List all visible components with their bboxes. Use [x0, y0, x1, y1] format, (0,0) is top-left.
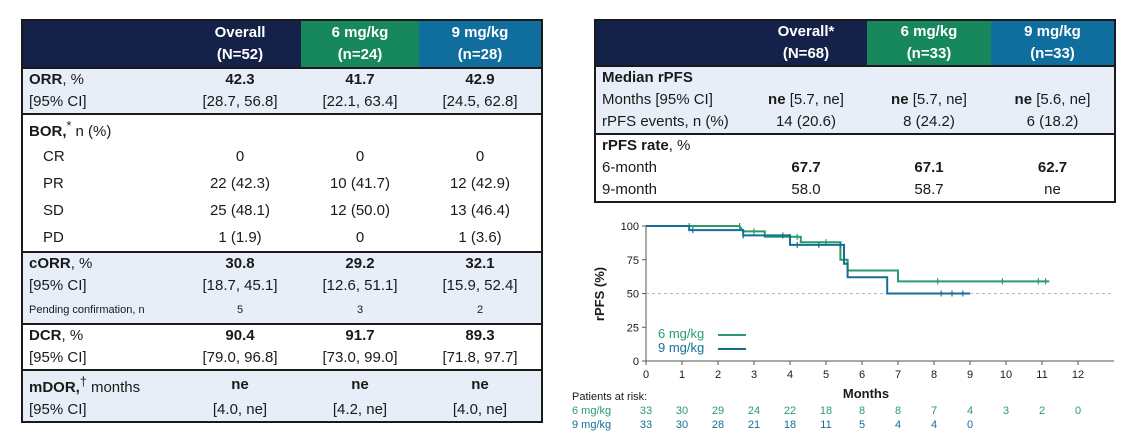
risk-table-label: Patients at risk:: [572, 391, 647, 403]
risk-count: 21: [748, 419, 760, 431]
legend-label-9mg: 9 mg/kg: [658, 340, 704, 355]
risk-count: 0: [967, 419, 973, 431]
risk-count: 0: [1075, 405, 1081, 417]
risk-count: 2: [1039, 405, 1045, 417]
months-row: Months [95% CI] ne [5.7, ne] ne [5.7, ne…: [595, 89, 1115, 111]
m6-row: 6-month 67.7 67.1 62.7: [602, 159, 1068, 176]
y-tick-label: 0: [633, 356, 639, 368]
mdor-ci-row: [95% CI] [4.0, ne] [4.2, ne] [4.0, ne]: [22, 399, 542, 422]
risk-count: 30: [676, 405, 688, 417]
x-tick-label: 8: [931, 369, 937, 381]
km-curve-9mg: [646, 225, 970, 295]
risk-count: 4: [967, 405, 973, 417]
risk-count: 8: [895, 405, 901, 417]
legend-label-6mg: 6 mg/kg: [658, 326, 704, 341]
y-tick-label: 100: [621, 221, 639, 233]
y-ticks: 0 25 50 75 100: [621, 221, 646, 368]
risk-count: 29: [712, 405, 724, 417]
dcr-row: DCR, % 90.4 91.7 89.3: [22, 323, 542, 347]
corr-row: cORR, % 30.8 29.2 32.1: [22, 251, 542, 275]
x-ticks: 0 1 2 3 4 5 6 7 8 9 10 11 12: [643, 361, 1084, 381]
x-tick-label: 6: [859, 369, 865, 381]
col-header-9mg: 9 mg/kg (n=33): [991, 20, 1115, 66]
x-axis-label: Months: [843, 386, 889, 401]
response-table: Overall (N=52) 6 mg/kg (n=24) 9 mg/kg (n=28…: [21, 19, 543, 423]
col-header-6mg: 6 mg/kg (n=33): [867, 20, 991, 66]
x-tick-label: 3: [751, 369, 757, 381]
x-tick-label: 10: [1000, 369, 1012, 381]
risk-row-label-9mg: 9 mg/kg: [572, 419, 611, 431]
x-tick-label: 2: [715, 369, 721, 381]
col-header-overall: Overall* (N=68): [745, 20, 867, 66]
risk-count: 22: [784, 405, 796, 417]
risk-row-label-6mg: 6 mg/kg: [572, 405, 611, 417]
pending-row: Pending confirmation, n 5 3 2: [22, 297, 542, 324]
orr-ci-row: [95% CI] [28.7, 56.8] [22.1, 63.4] [24.5…: [22, 91, 542, 114]
risk-count: 30: [676, 419, 688, 431]
events-row: rPFS events, n (%) 14 (20.6) 8 (24.2) 6 …: [595, 111, 1115, 134]
median-title-row: Median rPFS: [595, 65, 1115, 89]
risk-count: 24: [748, 405, 760, 417]
risk-count: 28: [712, 419, 724, 431]
orr-row: ORR, % 42.3 41.7 42.9: [22, 67, 542, 91]
y-tick-label: 75: [627, 255, 639, 267]
col-header-9mg: 9 mg/kg (n=28): [419, 20, 542, 68]
risk-counts: 33 30 29 24 22 18 8 8 7 4 3 2 0 33 30 28 21 18 11 5 4 4 0: [640, 405, 1081, 431]
rpfs-table: Overall* (N=68) 6 mg/kg (n=33) 9 mg/kg (n=3…: [594, 19, 1116, 203]
m9-row: 9-month 58.0 58.7 ne: [602, 181, 1061, 198]
header-row: Overall* (N=68) 6 mg/kg (n=33) 9 mg/kg (n=3…: [595, 20, 1115, 66]
risk-count: 7: [931, 405, 937, 417]
risk-count: 8: [859, 405, 865, 417]
bor-header-row: BOR,* n (%): [22, 113, 542, 143]
risk-count: 33: [640, 419, 652, 431]
y-axis-label: rPFS (%): [592, 267, 607, 321]
risk-count: 33: [640, 405, 652, 417]
y-tick-label: 25: [627, 322, 639, 334]
mdor-row: mDOR,† months ne ne ne: [22, 369, 542, 399]
x-tick-label: 7: [895, 369, 901, 381]
bor-row: CR 0 0 0: [43, 147, 485, 165]
risk-count: 11: [820, 419, 831, 431]
header-row: Overall (N=52) 6 mg/kg (n=24) 9 mg/kg (n=28…: [22, 20, 542, 68]
corr-ci-row: [95% CI] [18.7, 45.1] [12.6, 51.1] [15.9…: [22, 275, 542, 297]
bor-row: PR 22 (42.3) 10 (41.7) 12 (42.9): [43, 174, 511, 192]
y-tick-label: 50: [627, 289, 639, 301]
dcr-ci-row: [95% CI] [79.0, 96.8] [73.0, 99.0] [71.8…: [29, 349, 518, 366]
rate-title-row: rPFS rate, %: [595, 133, 1115, 157]
x-tick-label: 9: [967, 369, 973, 381]
bor-row: SD 25 (48.1) 12 (50.0) 13 (46.4): [43, 201, 511, 219]
x-tick-label: 5: [823, 369, 829, 381]
x-tick-label: 11: [1036, 369, 1047, 381]
x-tick-label: 4: [787, 369, 793, 381]
risk-count: 3: [1003, 405, 1009, 417]
risk-count: 18: [784, 419, 796, 431]
x-tick-label: 0: [643, 369, 649, 381]
col-header-6mg: 6 mg/kg (n=24): [301, 20, 419, 68]
risk-count: 18: [820, 405, 832, 417]
risk-count: 5: [859, 419, 865, 431]
bor-row: PD 1 (1.9) 0 1 (3.6): [43, 228, 502, 246]
col-header-overall: Overall (N=52): [179, 20, 301, 68]
x-tick-label: 1: [679, 369, 685, 381]
x-tick-label: 12: [1072, 369, 1084, 381]
risk-count: 4: [895, 419, 901, 431]
risk-count: 4: [931, 419, 937, 431]
curves: [646, 223, 1050, 297]
